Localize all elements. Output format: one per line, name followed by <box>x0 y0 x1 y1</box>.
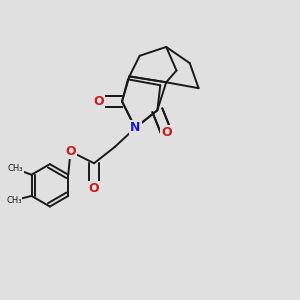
Text: O: O <box>161 126 172 139</box>
Text: O: O <box>93 95 104 108</box>
Text: O: O <box>65 145 76 158</box>
Text: O: O <box>89 182 99 195</box>
Text: CH₃: CH₃ <box>8 164 23 173</box>
Text: N: N <box>130 122 140 134</box>
Text: CH₃: CH₃ <box>6 196 22 205</box>
